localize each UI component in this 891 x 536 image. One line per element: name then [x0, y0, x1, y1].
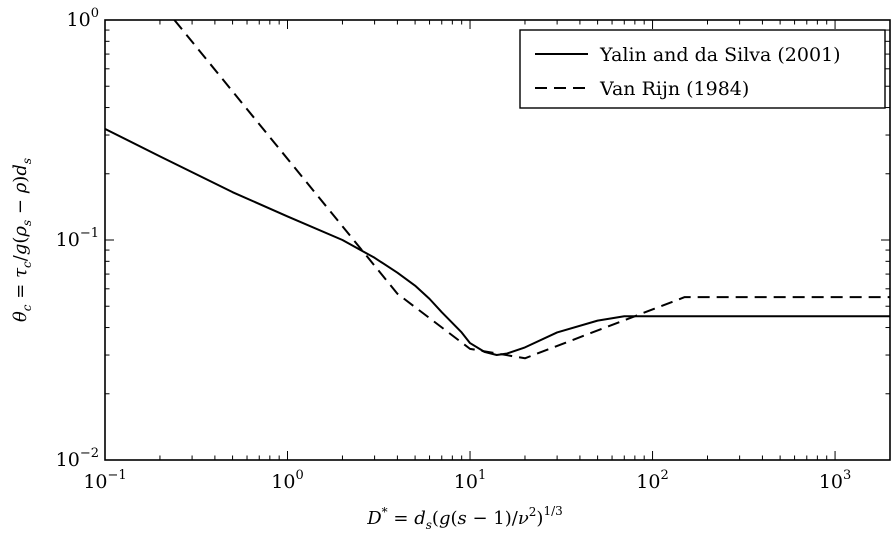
svg-text:θc = τc/g(ρs − ρ)ds: θc = τc/g(ρs − ρ)ds [10, 158, 34, 322]
legend: Yalin and da Silva (2001) Van Rijn (1984) [519, 29, 886, 109]
legend-label: Van Rijn (1984) [599, 78, 749, 100]
x-tick-label: 10−1 [83, 468, 126, 493]
x-tick-label: 102 [636, 468, 668, 493]
y-tick-label: 10−1 [56, 226, 99, 251]
plot-frame [104, 19, 891, 461]
series-line-van-rijn [173, 20, 890, 360]
y-tick-label: 10−2 [56, 446, 99, 471]
series-line-yalin-da-silva [105, 127, 890, 357]
legend-box [519, 29, 886, 109]
series-layer [105, 20, 890, 360]
svg-text:D* = ds(g(s − 1)/ν2)1/3: D* = ds(g(s − 1)/ν2)1/3 [366, 504, 563, 532]
y-axis-label: θc = τc/g(ρs − ρ)ds [10, 158, 34, 322]
y-tick-label: 100 [67, 6, 99, 31]
x-tick-label: 100 [271, 468, 303, 493]
x-tick-label: 101 [454, 468, 486, 493]
x-tick-label: 103 [819, 468, 851, 493]
x-axis-label: D* = ds(g(s − 1)/ν2)1/3 [366, 504, 563, 532]
legend-label: Yalin and da Silva (2001) [599, 44, 841, 66]
